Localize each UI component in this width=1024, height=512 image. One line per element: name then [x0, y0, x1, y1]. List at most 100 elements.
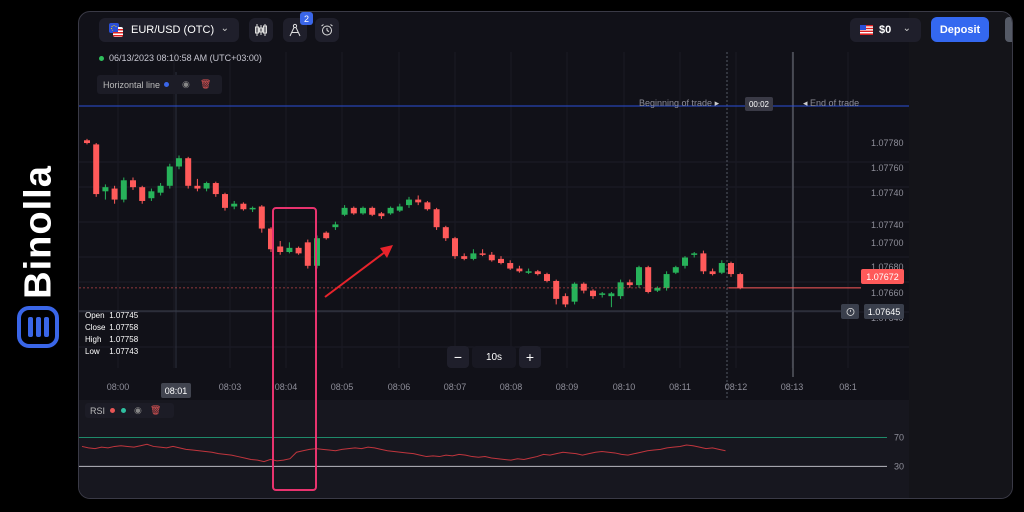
rsi-indicator-chip[interactable]: RSI ◉ 🗑	[85, 403, 175, 418]
time-axis-tick: 08:06	[388, 382, 411, 392]
us-flag-icon	[860, 25, 873, 35]
horizontal-line-label: Horizontal line	[103, 79, 161, 90]
candle-body	[599, 293, 606, 295]
rsi-line	[81, 443, 726, 463]
zoom-out-button[interactable]: −	[447, 346, 469, 368]
time-axis-tick: 08:1	[839, 382, 857, 392]
candle-body	[222, 194, 228, 208]
candle-body	[488, 254, 495, 261]
live-status-dot	[99, 55, 104, 61]
balance-amount: $0	[879, 24, 892, 36]
horizontal-line-price-tag[interactable]: 1.07645	[864, 304, 904, 319]
rsi-level-color-dot[interactable]	[121, 408, 127, 413]
price-axis-tick: 1.07740	[871, 220, 904, 230]
candle-body	[415, 199, 422, 203]
candle-body	[737, 274, 744, 288]
candle-body	[479, 253, 486, 255]
candle-body	[286, 247, 293, 252]
horizontal-line-tool-chip[interactable]: Horizontal line ◉ 🗑	[97, 75, 223, 94]
time-axis-tick: 08:07	[444, 382, 467, 392]
candle-body	[212, 183, 219, 195]
candle-body	[580, 283, 587, 291]
time-axis-tick: 08:09	[556, 382, 579, 392]
candle-body	[166, 166, 173, 186]
compass-icon	[289, 23, 301, 37]
asset-selector-button[interactable]: EUR/USD (OTC) ⌄	[99, 18, 239, 42]
alarm-clock-icon	[321, 24, 333, 36]
candle-body	[396, 206, 403, 211]
time-axis-tick: 08:05	[331, 382, 354, 392]
candle-body	[378, 213, 385, 217]
candle-body	[700, 253, 707, 272]
candle-body	[148, 191, 155, 199]
time-axis-tick: 08:08	[500, 382, 523, 392]
candle-body	[268, 228, 274, 250]
tools-count-badge: 2	[300, 12, 313, 25]
price-chart[interactable]: 1.07780 1.07760 1.07740 1.07740 1.07700 1.076…	[79, 12, 1013, 499]
time-axis-tick: 08:13	[781, 382, 804, 392]
candle-body	[258, 206, 265, 229]
candle-body	[102, 187, 109, 192]
candle-body	[120, 180, 127, 200]
server-time: 06/13/2023 08:10:58 AM (UTC+03:00)	[99, 53, 262, 63]
timestamp-text: 06/13/2023 08:10:58 AM (UTC+03:00)	[109, 53, 262, 63]
ohlc-close: Close 1.07758	[85, 323, 139, 332]
chart-type-button[interactable]	[249, 18, 273, 42]
candle-body	[525, 271, 532, 273]
time-axis-tick: 08:11	[669, 382, 691, 392]
time-axis-tick: 08:10	[613, 382, 636, 392]
ohlc-low: Low 1.07743	[85, 347, 139, 356]
candle-body	[636, 267, 642, 286]
candle-body	[332, 224, 339, 228]
account-balance-selector[interactable]: $0 ⌄	[850, 18, 921, 42]
candle-body	[608, 293, 615, 297]
candle-body	[203, 183, 210, 189]
rsi-line-color-dot[interactable]	[110, 408, 116, 413]
line-color-dot[interactable]	[164, 82, 170, 87]
candle-body	[663, 274, 670, 288]
candle-body	[433, 209, 440, 228]
brand-panel: Binolla	[0, 0, 78, 512]
candle-body	[709, 271, 716, 275]
candle-body	[350, 207, 357, 214]
candle-body	[369, 207, 376, 215]
candle-body	[185, 158, 192, 186]
side-panel-toggle[interactable]	[1005, 17, 1012, 42]
candle-body	[507, 263, 514, 269]
timeframe-value[interactable]: 10s	[472, 346, 516, 368]
price-axis-tick: 1.07740	[871, 188, 904, 198]
zoom-in-button[interactable]: +	[519, 346, 541, 368]
candle-body	[111, 188, 118, 200]
price-alert-button[interactable]	[315, 18, 339, 42]
deposit-button[interactable]: Deposit	[931, 17, 989, 42]
trash-icon[interactable]: 🗑	[149, 405, 162, 415]
rsi-level-70-label: 70	[894, 432, 904, 442]
asset-name: EUR/USD (OTC)	[131, 24, 215, 36]
price-axis-tick: 1.07760	[871, 163, 904, 173]
set-alert-icon[interactable]	[841, 304, 859, 319]
eye-icon[interactable]: ◉	[134, 405, 142, 415]
end-of-trade-label: ◂ End of trade	[803, 98, 860, 108]
eye-icon[interactable]: ◉	[182, 79, 190, 89]
candle-body	[626, 282, 633, 286]
binolla-logo-icon	[17, 306, 59, 348]
candle-body	[130, 180, 136, 188]
brand-name: Binolla	[17, 165, 60, 299]
current-price-tag: 1.07672	[861, 269, 904, 284]
candle-body	[277, 246, 284, 252]
time-axis-tick: 08:04	[275, 382, 298, 392]
ohlc-high: High 1.07758	[85, 335, 139, 344]
candle-body	[424, 202, 431, 210]
candle-body	[498, 258, 504, 264]
drawing-tools-button[interactable]: 2	[283, 12, 313, 42]
candle-body	[516, 268, 523, 272]
candle-body	[249, 207, 256, 210]
candle-body	[682, 257, 688, 266]
trash-icon[interactable]: 🗑	[199, 79, 212, 89]
candle-body	[194, 185, 201, 189]
time-axis-tick: 08:03	[219, 382, 242, 392]
candle-body	[590, 290, 596, 297]
candle-body	[571, 283, 578, 302]
candle-body	[442, 227, 449, 239]
candle-body	[360, 207, 366, 214]
